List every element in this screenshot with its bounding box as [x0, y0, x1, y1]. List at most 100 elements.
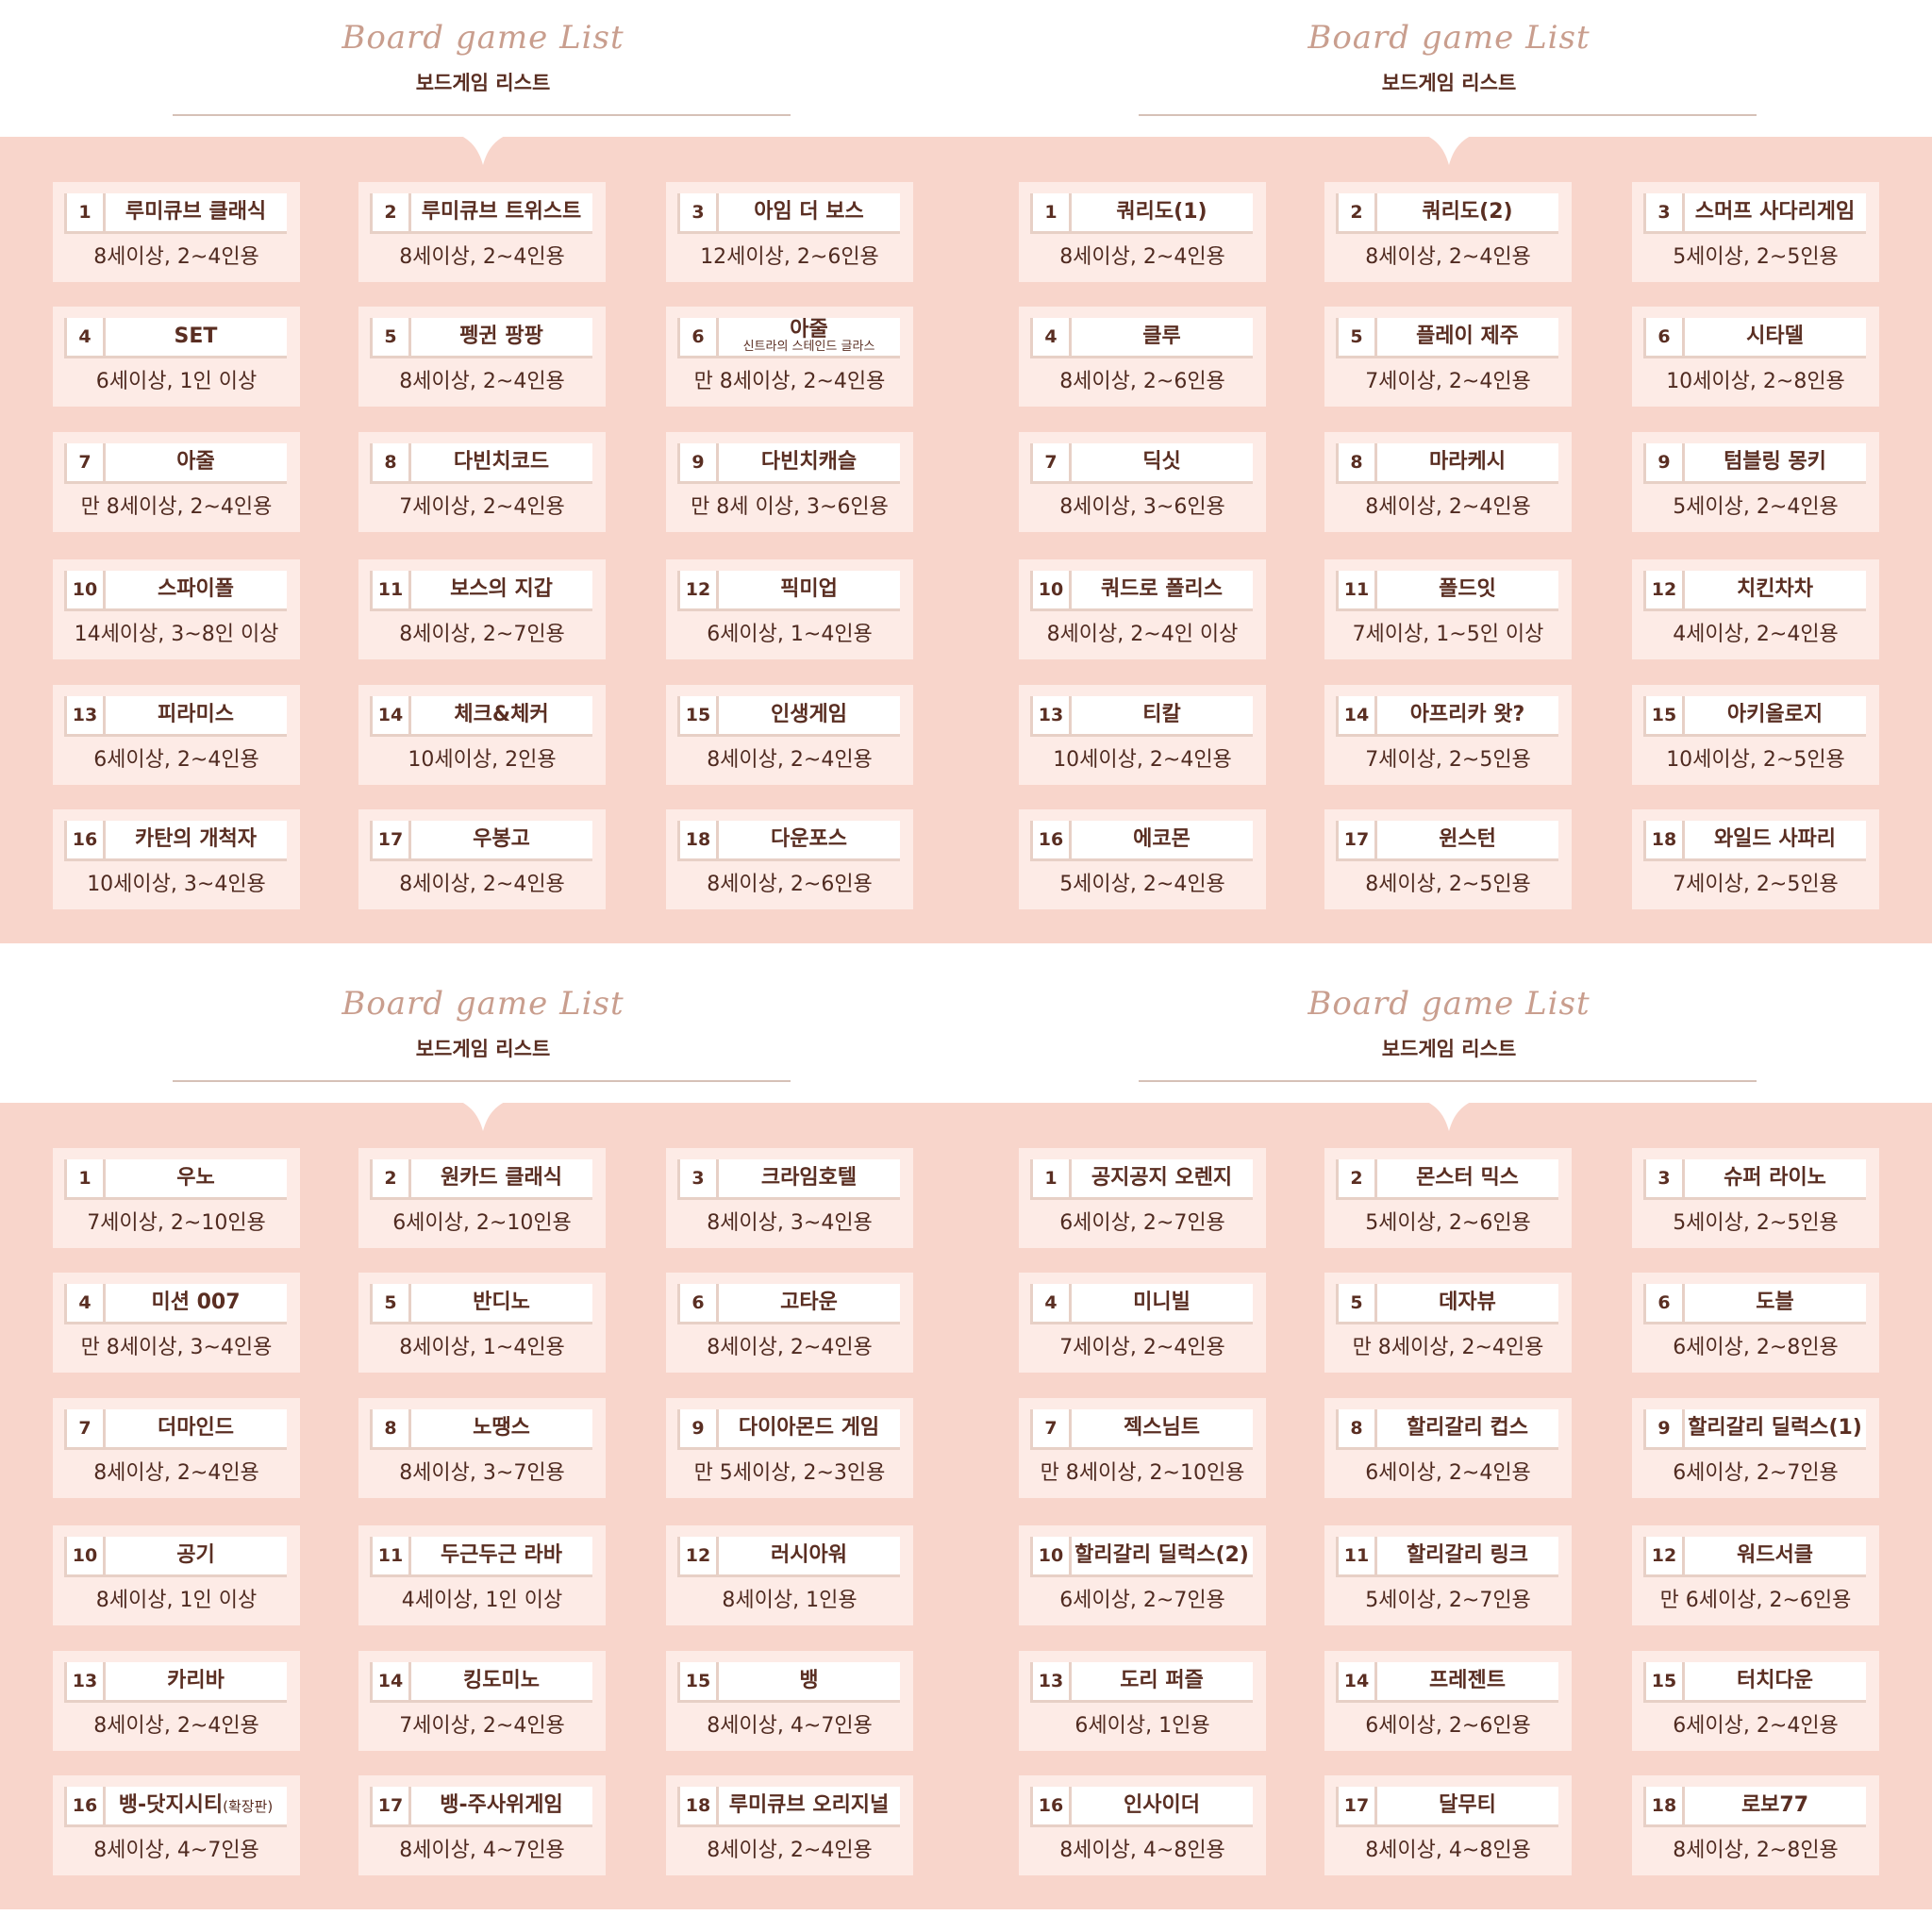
header-divider: [1139, 1080, 1757, 1082]
game-title-tab: 13 카리바: [64, 1662, 287, 1703]
game-card: 12 러시아워 8세이상, 1인용: [666, 1525, 913, 1625]
game-card: 16 카탄의 개척자 10세이상, 3~4인용: [53, 809, 300, 909]
number-divider: [1069, 1787, 1072, 1824]
number-divider: [103, 193, 106, 231]
number-divider: [1374, 318, 1377, 356]
game-age-players: 8세이상, 4~8인용: [1365, 1839, 1531, 1862]
game-age-players: 만 8세이상, 3~4인용: [80, 1336, 273, 1359]
header-pointer: [459, 1101, 507, 1131]
board-game-panel: Board game List 보드게임 리스트 1 루미큐브 클래식 8세이상, 2~…: [0, 0, 966, 966]
game-number: 10: [72, 579, 98, 600]
game-name: 킹도미노: [463, 1669, 540, 1692]
game-name: 딕싯: [1142, 450, 1181, 474]
game-number: 1: [1044, 1168, 1058, 1189]
number-divider: [103, 571, 106, 608]
game-card: 14 킹도미노 7세이상, 2~4인용: [358, 1651, 606, 1751]
game-name: 스파이폴: [158, 577, 234, 601]
game-name: 도블: [1756, 1291, 1794, 1314]
game-age-players: 5세이상, 2~5인용: [1673, 245, 1839, 269]
number-divider: [716, 821, 719, 858]
game-card: 6 아줄 신트라의 스테인드 글라스 만 8세이상, 2~4인용: [666, 307, 913, 407]
game-number: 7: [78, 452, 92, 473]
number-divider: [1069, 1159, 1072, 1197]
game-card: 12 치킨차차 4세이상, 2~4인용: [1632, 559, 1879, 659]
number-divider: [1069, 821, 1072, 858]
number-divider: [1069, 193, 1072, 231]
board-game-panel: Board game List 보드게임 리스트 1 공지공지 오렌지 6세이상, 2~…: [966, 966, 1932, 1932]
game-title-tab: 6 도블: [1643, 1284, 1866, 1324]
game-age-players: 8세이상, 2~6인용: [1059, 370, 1225, 393]
game-number: 12: [685, 1545, 711, 1566]
game-name-note: (확장판): [223, 1798, 274, 1815]
game-age-players: 7세이상, 2~4인용: [399, 495, 565, 519]
game-number: 2: [384, 1168, 397, 1189]
game-name: 클루: [1142, 325, 1181, 348]
game-name: 보스의 지갑: [450, 577, 553, 601]
number-divider: [1069, 571, 1072, 608]
game-name: 반디노: [473, 1291, 530, 1314]
game-card: 7 딕싯 8세이상, 3~6인용: [1019, 432, 1266, 532]
game-number: 5: [1350, 1292, 1363, 1313]
number-divider: [1069, 1284, 1072, 1322]
number-divider: [408, 318, 411, 356]
game-card: 2 몬스터 믹스 5세이상, 2~6인용: [1324, 1148, 1572, 1248]
game-name: 크라임호텔: [760, 1166, 858, 1190]
panel-header: Board game List 보드게임 리스트: [0, 966, 966, 1103]
game-number: 9: [1657, 1418, 1671, 1439]
game-age-players: 10세이상, 2인용: [408, 748, 557, 772]
game-name: 다운포스: [771, 827, 847, 851]
game-age-players: 5세이상, 2~7인용: [1365, 1589, 1531, 1612]
game-card: 17 달무티 8세이상, 4~8인용: [1324, 1775, 1572, 1875]
game-number: 17: [377, 829, 404, 850]
game-age-players: 7세이상, 2~5인용: [1673, 873, 1839, 896]
game-number: 11: [1343, 1545, 1370, 1566]
game-card: 15 아키올로지 10세이상, 2~5인용: [1632, 685, 1879, 785]
number-divider: [408, 1537, 411, 1574]
game-title-tab: 9 할리갈리 딜럭스(1): [1643, 1409, 1866, 1450]
game-card: 1 우노 7세이상, 2~10인용: [53, 1148, 300, 1248]
game-name: 터치다운: [1737, 1669, 1813, 1692]
game-title-tab: 6 고타운: [677, 1284, 900, 1324]
number-divider: [1682, 443, 1685, 481]
game-number: 13: [1038, 1671, 1064, 1691]
game-age-players: 4세이상, 2~4인용: [1673, 623, 1839, 646]
game-card: 6 고타운 8세이상, 2~4인용: [666, 1273, 913, 1373]
game-name: 스머프 사다리게임: [1694, 200, 1856, 224]
game-number: 10: [1038, 1545, 1064, 1566]
game-card: 10 쿼드로 폴리스 8세이상, 2~4인 이상: [1019, 559, 1266, 659]
game-age-players: 만 8세이상, 2~4인용: [1352, 1336, 1544, 1359]
game-card: 16 인사이더 8세이상, 4~8인용: [1019, 1775, 1266, 1875]
game-card: 8 다빈치코드 7세이상, 2~4인용: [358, 432, 606, 532]
number-divider: [1374, 443, 1377, 481]
number-divider: [1682, 1662, 1685, 1700]
game-age-players: 6세이상, 2~6인용: [1365, 1714, 1531, 1738]
game-title-tab: 11 보스의 지갑: [370, 571, 592, 611]
game-title-tab: 9 다빈치캐슬: [677, 443, 900, 484]
game-name: 도리 퍼즐: [1120, 1669, 1204, 1692]
number-divider: [716, 1537, 719, 1574]
game-card: 8 마라케시 8세이상, 2~4인용: [1324, 432, 1572, 532]
number-divider: [1069, 696, 1072, 734]
game-age-players: 만 8세이상, 2~10인용: [1040, 1461, 1245, 1485]
game-card: 11 보스의 지갑 8세이상, 2~7인용: [358, 559, 606, 659]
number-divider: [408, 696, 411, 734]
game-name: 텀블링 몽키: [1724, 450, 1826, 474]
game-number: 13: [1038, 705, 1064, 725]
game-name: 아키올로지: [1726, 703, 1824, 726]
game-age-players: 7세이상, 2~4인용: [1059, 1336, 1225, 1359]
game-title-tab: 2 루미큐브 트위스트: [370, 193, 592, 234]
game-number: 1: [1044, 202, 1058, 223]
number-divider: [1374, 1662, 1377, 1700]
game-name: 로보77: [1740, 1793, 1809, 1817]
number-divider: [1682, 1159, 1685, 1197]
game-name: 달무티: [1439, 1793, 1496, 1817]
game-card: 16 뱅-닷지시티(확장판) 8세이상, 4~7인용: [53, 1775, 300, 1875]
game-number: 1: [78, 202, 92, 223]
game-name: 공지공지 오렌지: [1091, 1166, 1233, 1190]
game-card: 1 쿼리도(1) 8세이상, 2~4인용: [1019, 182, 1266, 282]
game-title-tab: 18 로보77: [1643, 1787, 1866, 1827]
number-divider: [103, 696, 106, 734]
game-card: 18 와일드 사파리 7세이상, 2~5인용: [1632, 809, 1879, 909]
number-divider: [1682, 1787, 1685, 1824]
game-number: 16: [1038, 829, 1064, 850]
